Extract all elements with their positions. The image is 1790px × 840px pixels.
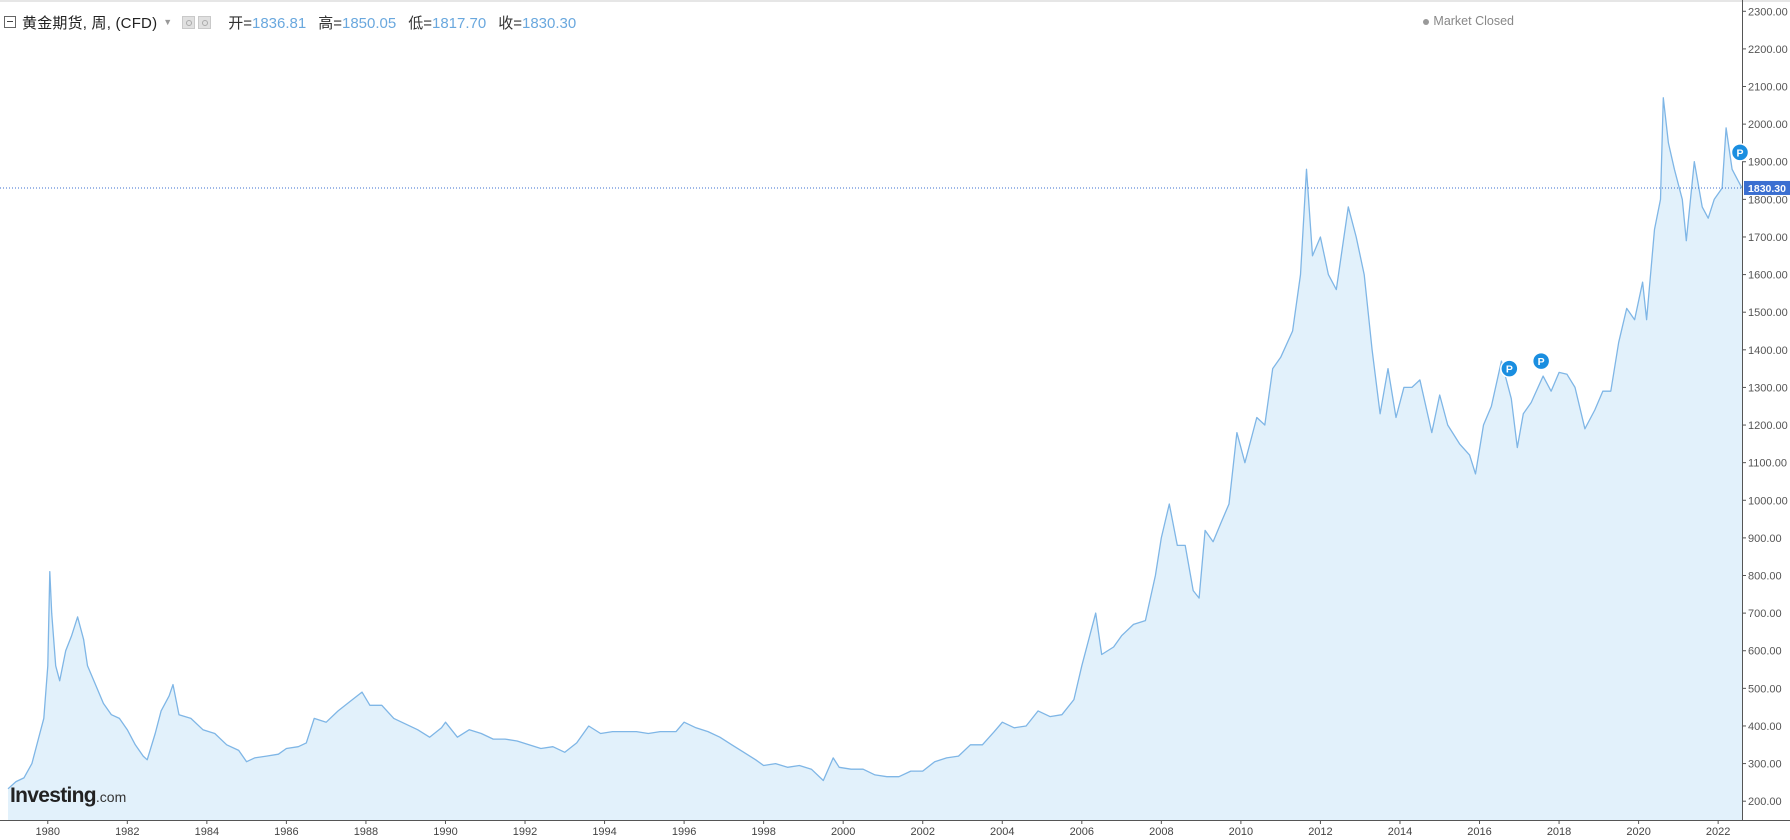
x-tick-label: 1992 [513,826,537,838]
x-tick-label: 2004 [990,826,1014,838]
y-tick-label: 1600.00 [1748,270,1788,282]
y-tick-label: 500.00 [1748,683,1782,695]
x-tick-label: 1982 [115,826,139,838]
ohlc-values: 开=1836.81 高=1850.05 低=1817.70 收=1830.30 [228,12,588,33]
x-tick-label: 2020 [1626,826,1650,838]
x-tick-label: 2012 [1308,826,1332,838]
status-dot-icon [1423,18,1430,25]
x-tick-label: 2018 [1547,826,1571,838]
close-label: 收= [498,14,522,32]
y-tick-label: 1300.00 [1748,382,1788,394]
x-tick-label: 2000 [831,826,855,838]
y-tick-label: 2100.00 [1748,82,1788,94]
x-tick-label: 2006 [1070,826,1094,838]
event-marker-circle [1500,359,1519,378]
event-marker-label: P [1538,356,1545,368]
y-tick-label: 1700.00 [1748,232,1788,244]
visibility-icon[interactable] [182,15,196,29]
collapse-icon[interactable] [4,16,16,28]
low-pair: 低=1817.70 [408,12,486,33]
y-tick-label: 600.00 [1748,646,1782,658]
y-tick-label: 1900.00 [1748,157,1788,169]
y-tick-label: 2000.00 [1748,119,1788,131]
x-tick-label: 1988 [354,826,378,838]
x-tick-label: 1994 [592,826,616,838]
open-label: 开= [228,14,252,32]
high-value: 1850.05 [341,14,397,32]
logo-name: Investing [10,784,97,807]
event-marker-2[interactable]: P [1730,143,1750,162]
open-value: 1836.81 [251,14,307,32]
x-tick-label: 2016 [1467,826,1491,838]
event-marker-0[interactable]: P [1500,359,1519,378]
x-tick-label: 1980 [36,826,60,838]
chevron-down-icon[interactable]: ▼ [163,17,173,27]
y-tick-label: 1100.00 [1748,458,1787,470]
logo-suffix: .com [95,789,127,805]
x-tick-label: 2010 [1229,826,1253,838]
legend-header: 黄金期货, 周, (CFD) ▼ 开=1836.81 高=1850.05 低=1… [4,10,588,34]
event-marker-label: P [1737,147,1744,159]
market-status-text: Market Closed [1433,14,1514,28]
y-tick-label: 800.00 [1748,571,1782,583]
x-tick-label: 1998 [751,826,775,838]
y-tick-label: 1000.00 [1748,495,1788,507]
series-area-0 [8,97,1742,821]
y-tick-label: 300.00 [1748,759,1782,771]
y-tick-label: 200.00 [1748,796,1782,808]
x-tick-label: 2022 [1706,826,1730,838]
low-label: 低= [408,14,432,32]
x-tick-label: 2008 [1149,826,1173,838]
plot-area [0,97,1743,821]
event-marker-1[interactable]: P [1531,351,1551,371]
x-tick-label: 1996 [672,826,696,838]
high-pair: 高=1850.05 [318,12,396,33]
last-price-tag [1744,180,1790,195]
x-tick-label: 2014 [1388,826,1412,838]
x-tick-label: 1986 [274,826,298,838]
symbol-title[interactable]: 黄金期货, 周, (CFD) [22,14,158,32]
y-tick-label: 400.00 [1748,721,1782,733]
y-tick-label: 1400.00 [1748,345,1788,357]
investing-logo: Investing.com [10,784,126,808]
low-value: 1817.70 [431,14,487,32]
y-tick-label: 1200.00 [1748,420,1788,432]
high-label: 高= [318,14,342,32]
y-tick-label: 2300.00 [1748,6,1788,18]
y-tick-label: 1800.00 [1748,194,1788,206]
open-pair: 开=1836.81 [228,12,306,33]
y-tick-label: 1500.00 [1748,307,1788,319]
markers: P P P [1500,143,1750,378]
x-tick-label: 1990 [433,826,457,838]
event-marker-label: P [1506,364,1513,376]
close-value: 1830.30 [521,14,577,32]
market-status: Market Closed [1423,14,1514,28]
event-marker-circle [1730,143,1750,162]
last-price-label: 1830.30 [1748,183,1786,195]
x-tick-label: 1984 [195,826,219,838]
y-tick-label: 900.00 [1748,533,1782,545]
top-rule [0,0,1790,2]
settings-icon[interactable] [198,15,212,29]
close-pair: 收=1830.30 [498,12,576,33]
event-marker-circle [1531,351,1551,371]
y-tick-label: 2200.00 [1748,44,1788,56]
y-tick-label: 700.00 [1748,608,1782,620]
series-line-0 [7,97,1743,790]
x-tick-label: 2002 [910,826,934,838]
